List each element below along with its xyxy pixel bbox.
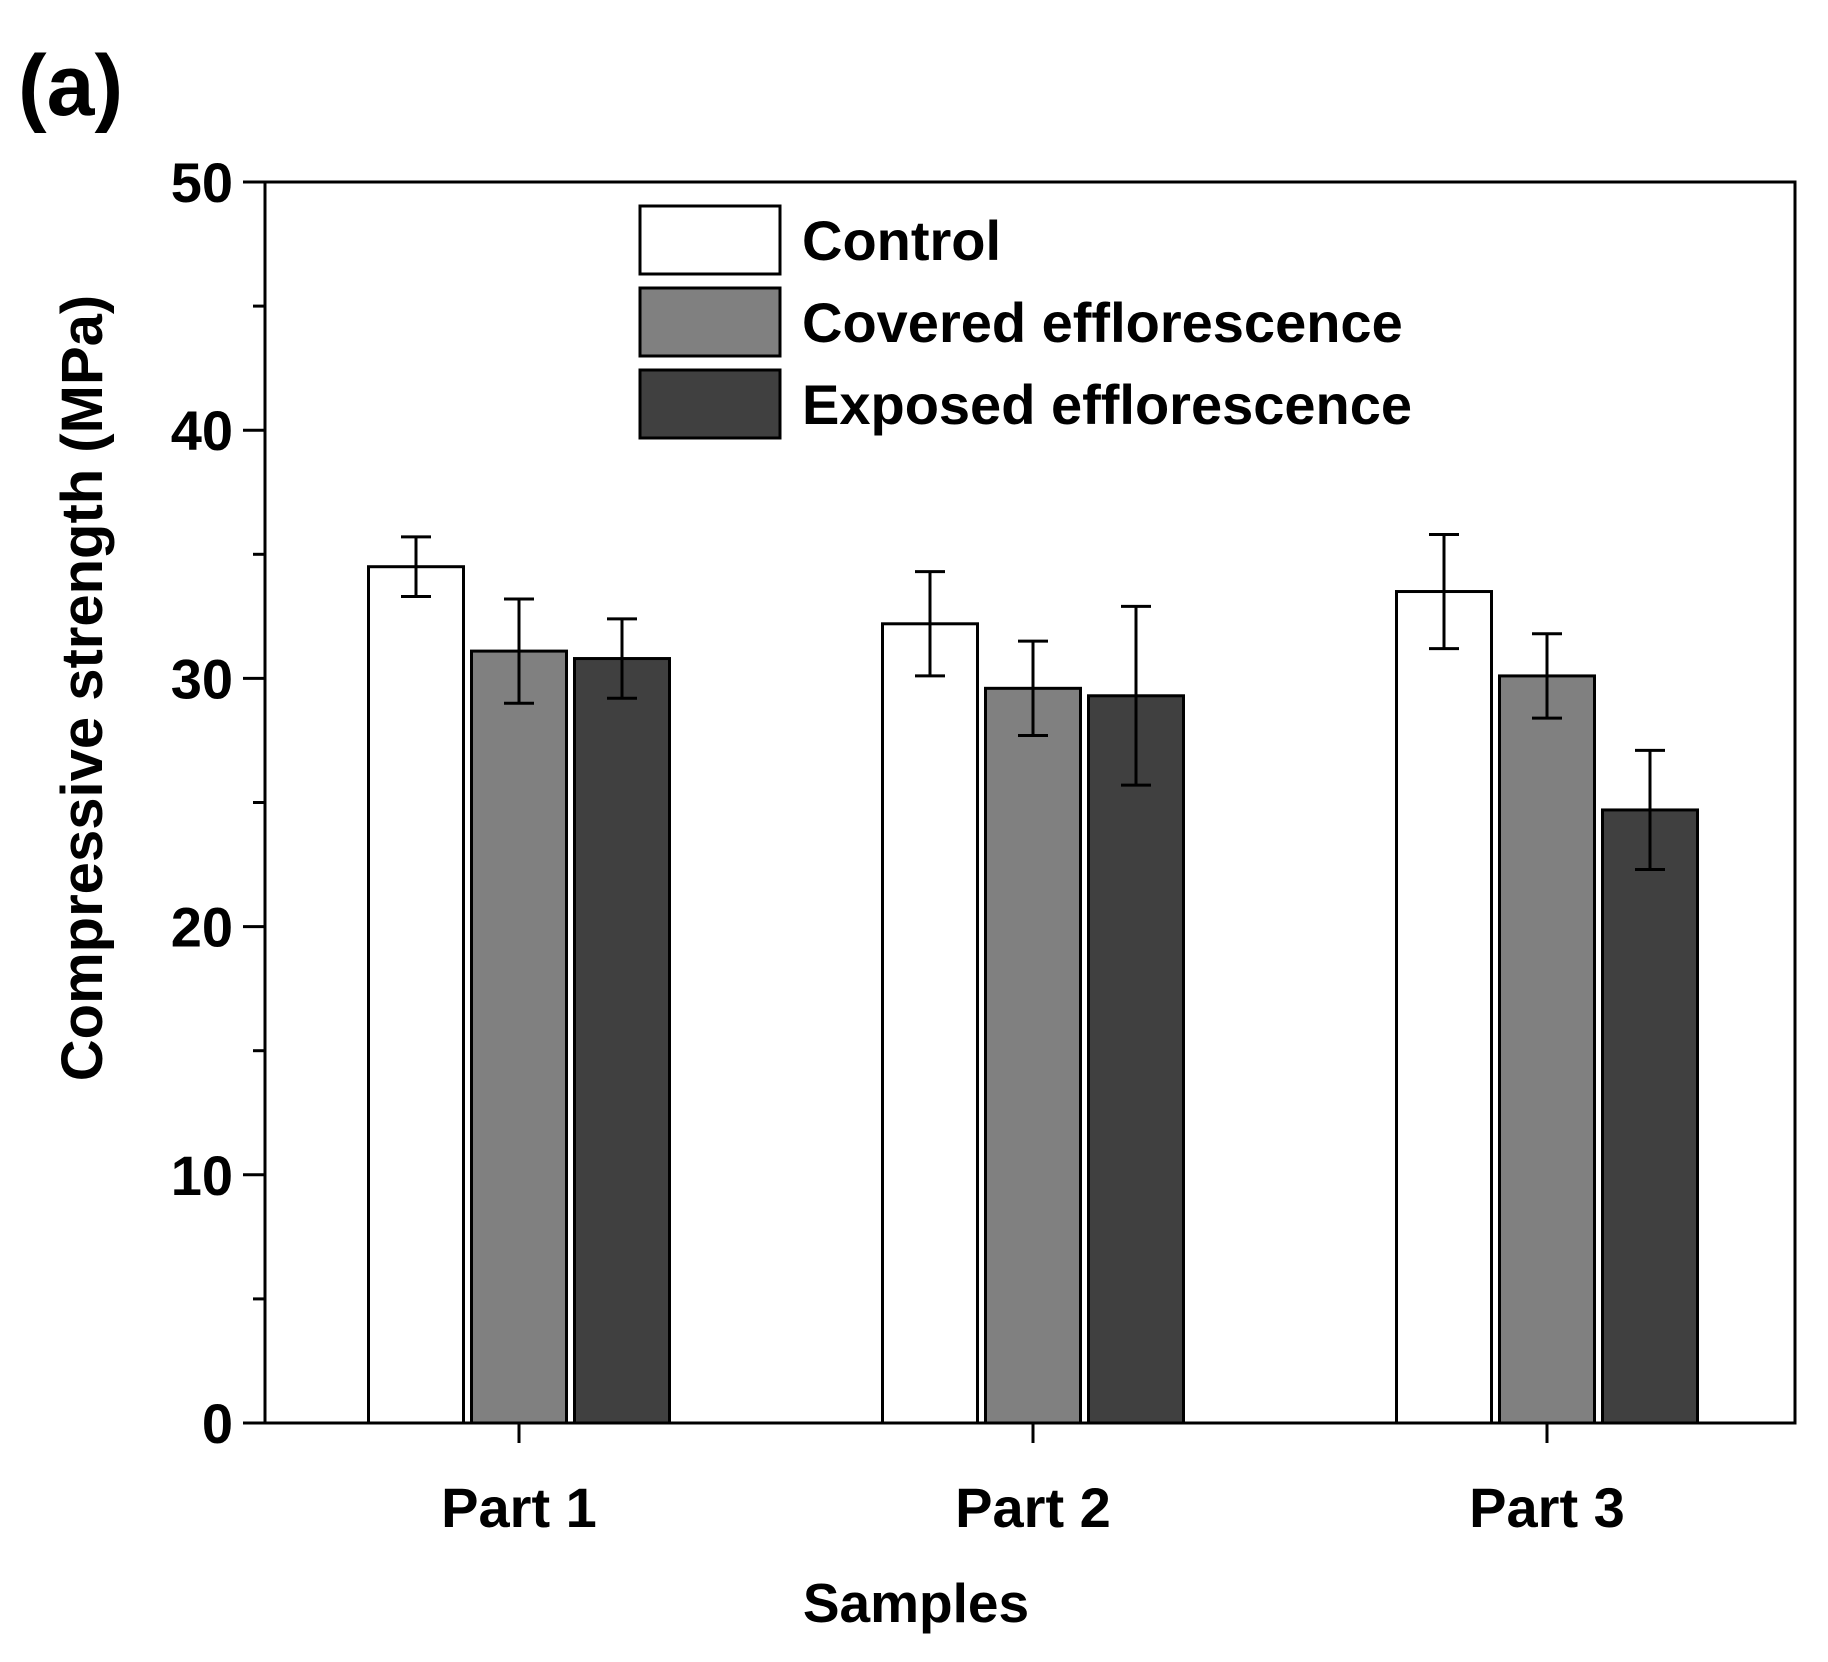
y-axis-label: Compressive strength (MPa) bbox=[50, 295, 115, 1081]
error-bar-1-1 bbox=[401, 535, 431, 598]
panel-label: (a) bbox=[18, 38, 123, 134]
legend-swatch bbox=[638, 286, 782, 358]
error-bar-2-1 bbox=[504, 597, 534, 705]
error-bar-3-3 bbox=[1635, 748, 1665, 872]
x-axis-label: Samples bbox=[803, 1572, 1029, 1634]
error-bar-3-2 bbox=[1121, 604, 1151, 787]
legend-label: Control bbox=[802, 209, 1001, 272]
error-bar-2-2 bbox=[1018, 639, 1048, 737]
bar-2-3 bbox=[1498, 674, 1596, 1425]
bar-1-1 bbox=[367, 565, 465, 1425]
error-bars-layer bbox=[401, 532, 1665, 872]
bars-layer bbox=[367, 565, 1699, 1425]
bar-3-3 bbox=[1601, 808, 1699, 1425]
error-bar-3-1 bbox=[607, 617, 637, 700]
error-bar-1-3 bbox=[1429, 532, 1459, 651]
x-tick-label: Part 2 bbox=[955, 1476, 1111, 1539]
bar-2-2 bbox=[984, 686, 1082, 1425]
bar-2-1 bbox=[470, 649, 568, 1425]
y-tick-label: 50 bbox=[171, 151, 233, 214]
legend-item-3: Exposed efflorescence bbox=[638, 368, 1412, 440]
y-tick-label: 0 bbox=[202, 1392, 233, 1455]
x-tick-label: Part 1 bbox=[441, 1476, 597, 1539]
bar-3-1 bbox=[573, 657, 671, 1425]
y-axis: 0 10 20 30 40 50 bbox=[171, 151, 265, 1455]
error-bar-1-2 bbox=[915, 570, 945, 678]
legend-label: Covered efflorescence bbox=[802, 291, 1403, 354]
bar-3-2 bbox=[1087, 694, 1185, 1425]
bar-1-2 bbox=[881, 622, 979, 1425]
y-tick-label: 10 bbox=[171, 1144, 233, 1207]
x-tick-label: Part 3 bbox=[1469, 1476, 1625, 1539]
y-tick-label: 30 bbox=[171, 647, 233, 710]
legend-item-1: Control bbox=[638, 204, 1001, 276]
legend-swatch bbox=[638, 204, 782, 276]
legend: Control Covered efflorescence Exposed effl… bbox=[638, 204, 1412, 440]
error-bar-2-3 bbox=[1532, 632, 1562, 720]
y-tick-label: 40 bbox=[171, 399, 233, 462]
legend-item-2: Covered efflorescence bbox=[638, 286, 1403, 358]
bar-1-3 bbox=[1395, 590, 1493, 1425]
x-axis: Part 1 Part 2 Part 3 bbox=[441, 1423, 1625, 1539]
legend-label: Exposed efflorescence bbox=[802, 373, 1412, 436]
legend-swatch bbox=[638, 368, 782, 440]
y-tick-label: 20 bbox=[171, 896, 233, 959]
